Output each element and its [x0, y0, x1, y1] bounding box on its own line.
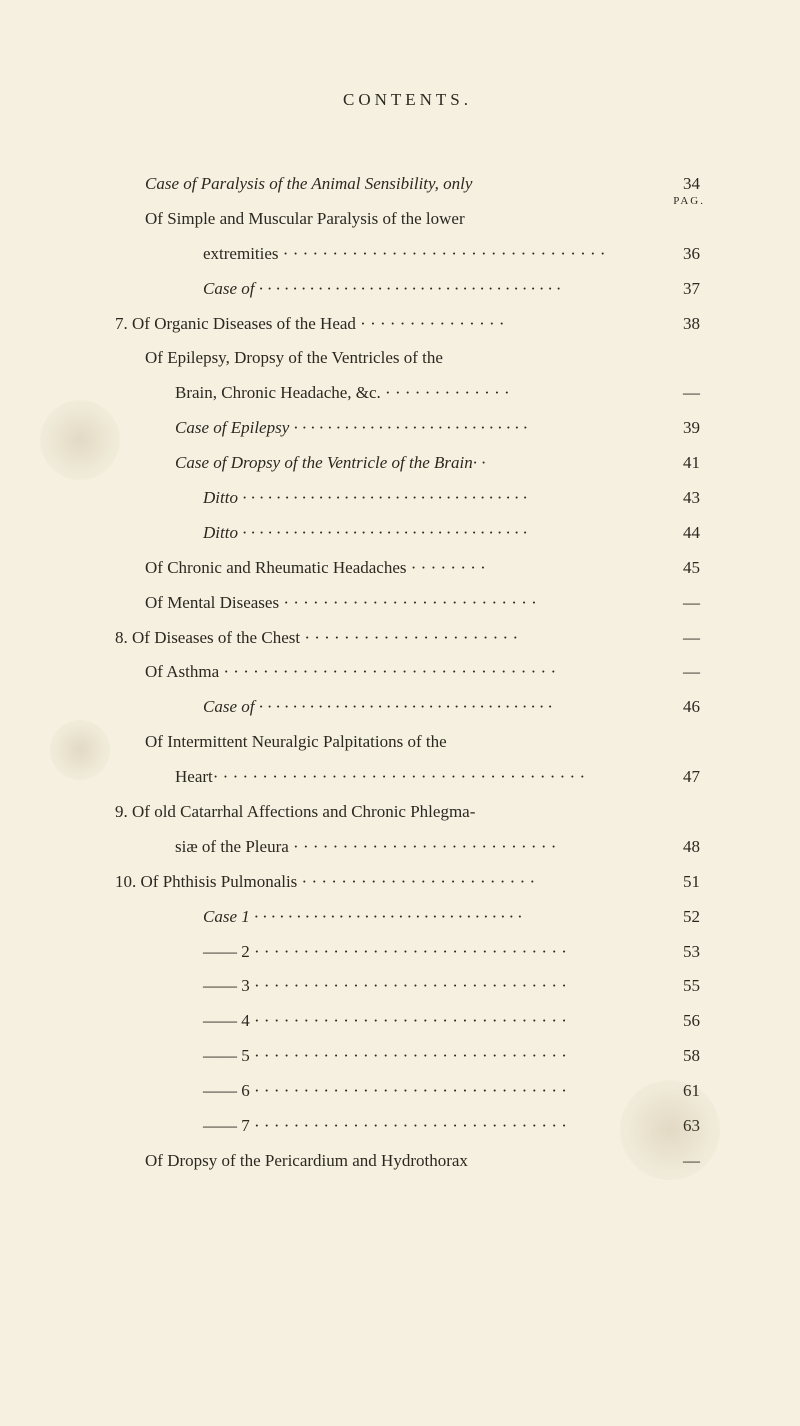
- entry-page-number: 48: [675, 833, 700, 862]
- entry-page-number: 56: [675, 1007, 700, 1036]
- entry-text: Ditto · · · · · · · · · · · · · · · · · …: [115, 484, 675, 513]
- entry-page-number: 36: [675, 240, 700, 269]
- contents-entry: Of Dropsy of the Pericardium and Hydroth…: [115, 1147, 700, 1176]
- entry-text: —— 6 · · · · · · · · · · · · · · · · · ·…: [115, 1077, 675, 1106]
- entry-text: extremities · · · · · · · · · · · · · · …: [115, 240, 675, 269]
- entry-text: Case of Paralysis of the Animal Sensibil…: [115, 170, 675, 199]
- entry-text: Case 1 · · · · · · · · · · · · · · · · ·…: [115, 903, 675, 932]
- contents-entry: —— 7 · · · · · · · · · · · · · · · · · ·…: [115, 1112, 700, 1141]
- entry-text: —— 5 · · · · · · · · · · · · · · · · · ·…: [115, 1042, 675, 1071]
- entry-page-number: —: [675, 589, 700, 618]
- contents-entry: siæ of the Pleura · · · · · · · · · · · …: [115, 833, 700, 862]
- entry-text: Of Chronic and Rheumatic Headaches · · ·…: [115, 554, 675, 583]
- entry-text: —— 7 · · · · · · · · · · · · · · · · · ·…: [115, 1112, 675, 1141]
- contents-entry: Of Simple and Muscular Paralysis of the …: [115, 205, 700, 234]
- entry-text: —— 3 · · · · · · · · · · · · · · · · · ·…: [115, 972, 675, 1001]
- contents-entry: Case of · · · · · · · · · · · · · · · · …: [115, 275, 700, 304]
- entry-text: —— 4 · · · · · · · · · · · · · · · · · ·…: [115, 1007, 675, 1036]
- entry-text: Ditto · · · · · · · · · · · · · · · · · …: [115, 519, 675, 548]
- contents-entry: Case of Epilepsy · · · · · · · · · · · ·…: [115, 414, 700, 443]
- entry-text: 8. Of Diseases of the Chest · · · · · · …: [115, 624, 675, 653]
- entry-text: Case of · · · · · · · · · · · · · · · · …: [115, 275, 675, 304]
- entry-text: Of Asthma · · · · · · · · · · · · · · · …: [115, 658, 675, 687]
- entry-page-number: —: [675, 658, 700, 687]
- entry-page-number: 52: [675, 903, 700, 932]
- entry-page-number: 43: [675, 484, 700, 513]
- contents-entry: Of Mental Diseases · · · · · · · · · · ·…: [115, 589, 700, 618]
- entry-page-number: 47: [675, 763, 700, 792]
- contents-entry: —— 2 · · · · · · · · · · · · · · · · · ·…: [115, 938, 700, 967]
- page-header: CONTENTS.: [115, 90, 700, 110]
- entry-page-number: —: [675, 379, 700, 408]
- entry-text: Of Epilepsy, Dropsy of the Ventricles of…: [115, 344, 692, 373]
- entry-page-number: 51: [675, 868, 700, 897]
- contents-entry: —— 4 · · · · · · · · · · · · · · · · · ·…: [115, 1007, 700, 1036]
- entry-page-number: 41: [675, 449, 700, 478]
- contents-entry: Heart· · · · · · · · · · · · · · · · · ·…: [115, 763, 700, 792]
- entry-text: —— 2 · · · · · · · · · · · · · · · · · ·…: [115, 938, 675, 967]
- entry-text: 10. Of Phthisis Pulmonalis · · · · · · ·…: [115, 868, 675, 897]
- entry-page-number: 58: [675, 1042, 700, 1071]
- entry-page-number: 38: [675, 310, 700, 339]
- entry-text: Of Intermittent Neuralgic Palpitations o…: [115, 728, 692, 757]
- contents-entry: Case 1 · · · · · · · · · · · · · · · · ·…: [115, 903, 700, 932]
- entry-page-number: —: [675, 1147, 700, 1176]
- entry-text: Brain, Chronic Headache, &c. · · · · · ·…: [115, 379, 675, 408]
- page-stain: [50, 720, 110, 780]
- page-stain: [40, 400, 120, 480]
- contents-entry: 8. Of Diseases of the Chest · · · · · · …: [115, 624, 700, 653]
- entry-page-number: 53: [675, 938, 700, 967]
- contents-entry: extremities · · · · · · · · · · · · · · …: [115, 240, 700, 269]
- entry-text: 9. Of old Catarrhal Affections and Chron…: [115, 798, 692, 827]
- entry-text: 7. Of Organic Diseases of the Head · · ·…: [115, 310, 675, 339]
- entry-page-number: 55: [675, 972, 700, 1001]
- entry-text: Of Dropsy of the Pericardium and Hydroth…: [115, 1147, 675, 1176]
- contents-entry: Case of Paralysis of the Animal Sensibil…: [115, 170, 700, 199]
- entry-page-number: 37: [675, 275, 700, 304]
- entry-page-number: 44: [675, 519, 700, 548]
- contents-entry: Case of · · · · · · · · · · · · · · · · …: [115, 693, 700, 722]
- contents-entry: Brain, Chronic Headache, &c. · · · · · ·…: [115, 379, 700, 408]
- page-container: CONTENTS. PAG. Case of Paralysis of the …: [0, 0, 800, 1242]
- entry-text: Heart· · · · · · · · · · · · · · · · · ·…: [115, 763, 675, 792]
- entry-page-number: —: [675, 624, 700, 653]
- contents-entry: 10. Of Phthisis Pulmonalis · · · · · · ·…: [115, 868, 700, 897]
- contents-entry: —— 5 · · · · · · · · · · · · · · · · · ·…: [115, 1042, 700, 1071]
- entry-text: Case of Epilepsy · · · · · · · · · · · ·…: [115, 414, 675, 443]
- entry-page-number: 61: [675, 1077, 700, 1106]
- entry-text: Of Mental Diseases · · · · · · · · · · ·…: [115, 589, 675, 618]
- entry-page-number: 63: [675, 1112, 700, 1141]
- contents-entry: —— 3 · · · · · · · · · · · · · · · · · ·…: [115, 972, 700, 1001]
- contents-entry: Of Asthma · · · · · · · · · · · · · · · …: [115, 658, 700, 687]
- entry-page-number: 45: [675, 554, 700, 583]
- entry-page-number: 39: [675, 414, 700, 443]
- contents-list: Case of Paralysis of the Animal Sensibil…: [115, 170, 700, 1176]
- contents-entry: Of Intermittent Neuralgic Palpitations o…: [115, 728, 700, 757]
- page-column-label: PAG.: [673, 195, 705, 207]
- entry-text: Case of · · · · · · · · · · · · · · · · …: [115, 693, 675, 722]
- contents-entry: 7. Of Organic Diseases of the Head · · ·…: [115, 310, 700, 339]
- contents-entry: Of Chronic and Rheumatic Headaches · · ·…: [115, 554, 700, 583]
- contents-entry: 9. Of old Catarrhal Affections and Chron…: [115, 798, 700, 827]
- contents-entry: Of Epilepsy, Dropsy of the Ventricles of…: [115, 344, 700, 373]
- contents-entry: Case of Dropsy of the Ventricle of the B…: [115, 449, 700, 478]
- contents-entry: Ditto · · · · · · · · · · · · · · · · · …: [115, 484, 700, 513]
- entry-text: Of Simple and Muscular Paralysis of the …: [115, 205, 692, 234]
- entry-text: Case of Dropsy of the Ventricle of the B…: [115, 449, 675, 478]
- entry-page-number: 46: [675, 693, 700, 722]
- contents-entry: —— 6 · · · · · · · · · · · · · · · · · ·…: [115, 1077, 700, 1106]
- contents-entry: Ditto · · · · · · · · · · · · · · · · · …: [115, 519, 700, 548]
- entry-text: siæ of the Pleura · · · · · · · · · · · …: [115, 833, 675, 862]
